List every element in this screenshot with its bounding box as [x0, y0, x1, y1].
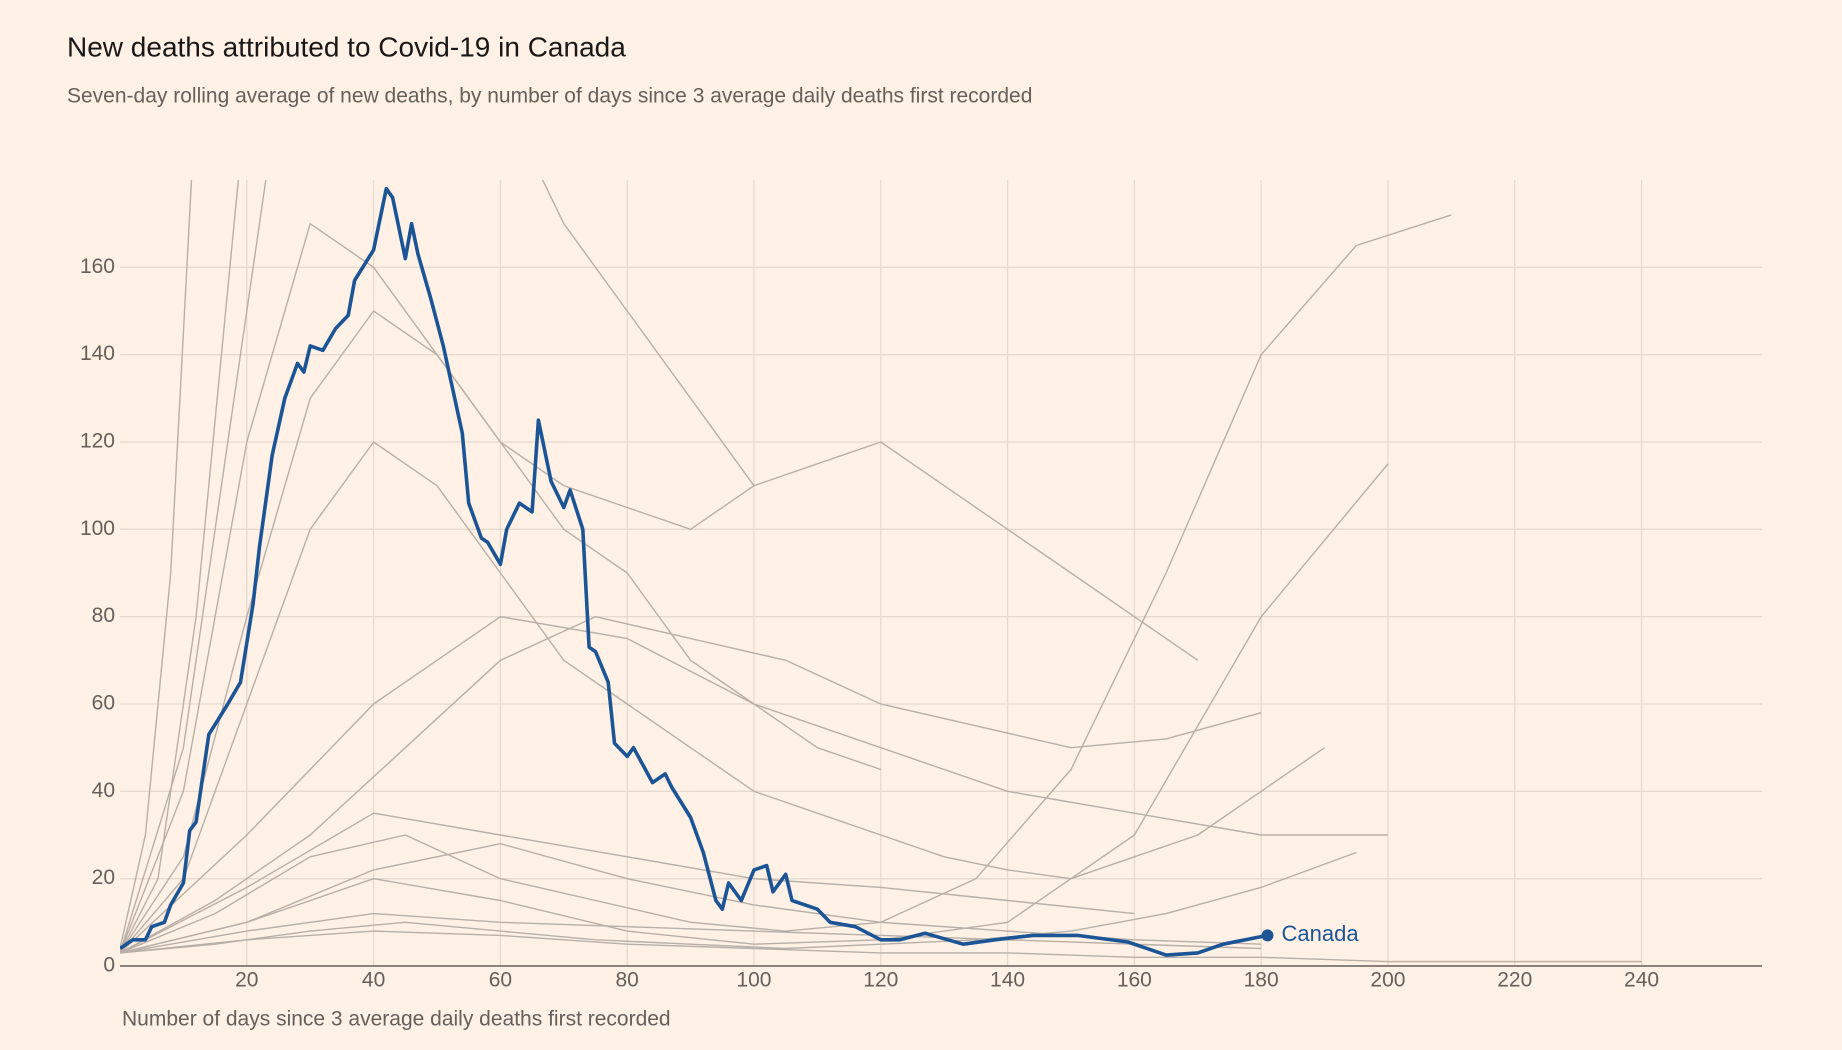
- x-tick-label: 140: [990, 969, 1025, 992]
- country-line: [120, 180, 193, 949]
- y-tick-label: 40: [92, 779, 115, 802]
- country-line: [120, 930, 1642, 963]
- country-line: [120, 463, 1389, 954]
- x-tick-label: 200: [1370, 969, 1405, 992]
- end-dot: [1261, 929, 1274, 942]
- y-tick-label: 140: [80, 342, 115, 365]
- country-line: [120, 912, 1262, 954]
- highlight-line: [120, 186, 1268, 957]
- lines: [120, 180, 1642, 963]
- country-line: [120, 616, 1262, 954]
- country-line: [120, 214, 1452, 954]
- country-line: [120, 616, 1388, 954]
- y-tick-label: 80: [92, 604, 115, 627]
- country-line: [120, 441, 1325, 954]
- x-tick-label: 120: [863, 969, 898, 992]
- x-tick-label: 100: [736, 969, 771, 992]
- country-line: [120, 851, 1357, 954]
- country-line: [120, 812, 1135, 954]
- y-tick-label: 160: [80, 255, 115, 278]
- x-tick-label: 220: [1497, 969, 1532, 992]
- country-line: [120, 180, 240, 954]
- x-tick-label: 20: [235, 969, 258, 992]
- grid: 0 20 40 60 80 100 120 140 160 20 40 60 80 100 120 140 16…: [80, 180, 1762, 992]
- country-line: [120, 180, 755, 954]
- y-tick-label: 60: [92, 692, 115, 715]
- x-axis-label: Number of days since 3 average daily dea…: [122, 1008, 671, 1031]
- y-tick-label: 100: [80, 517, 115, 540]
- chart-title: New deaths attributed to Covid-19 in Can…: [67, 31, 626, 62]
- y-tick-label: 0: [103, 954, 115, 977]
- x-tick-label: 240: [1624, 969, 1659, 992]
- x-tick-label: 80: [616, 969, 639, 992]
- x-tick-label: 160: [1117, 969, 1152, 992]
- foreground: Canada: [1261, 921, 1359, 946]
- x-tick-label: 60: [489, 969, 512, 992]
- y-tick-label: 20: [92, 866, 115, 889]
- x-tick-label: 40: [362, 969, 385, 992]
- y-tick-label: 120: [80, 430, 115, 453]
- series-label: Canada: [1281, 921, 1359, 946]
- chart-subtitle: Seven-day rolling average of new deaths,…: [67, 85, 1032, 108]
- country-line: [120, 310, 1199, 954]
- x-tick-label: 180: [1244, 969, 1279, 992]
